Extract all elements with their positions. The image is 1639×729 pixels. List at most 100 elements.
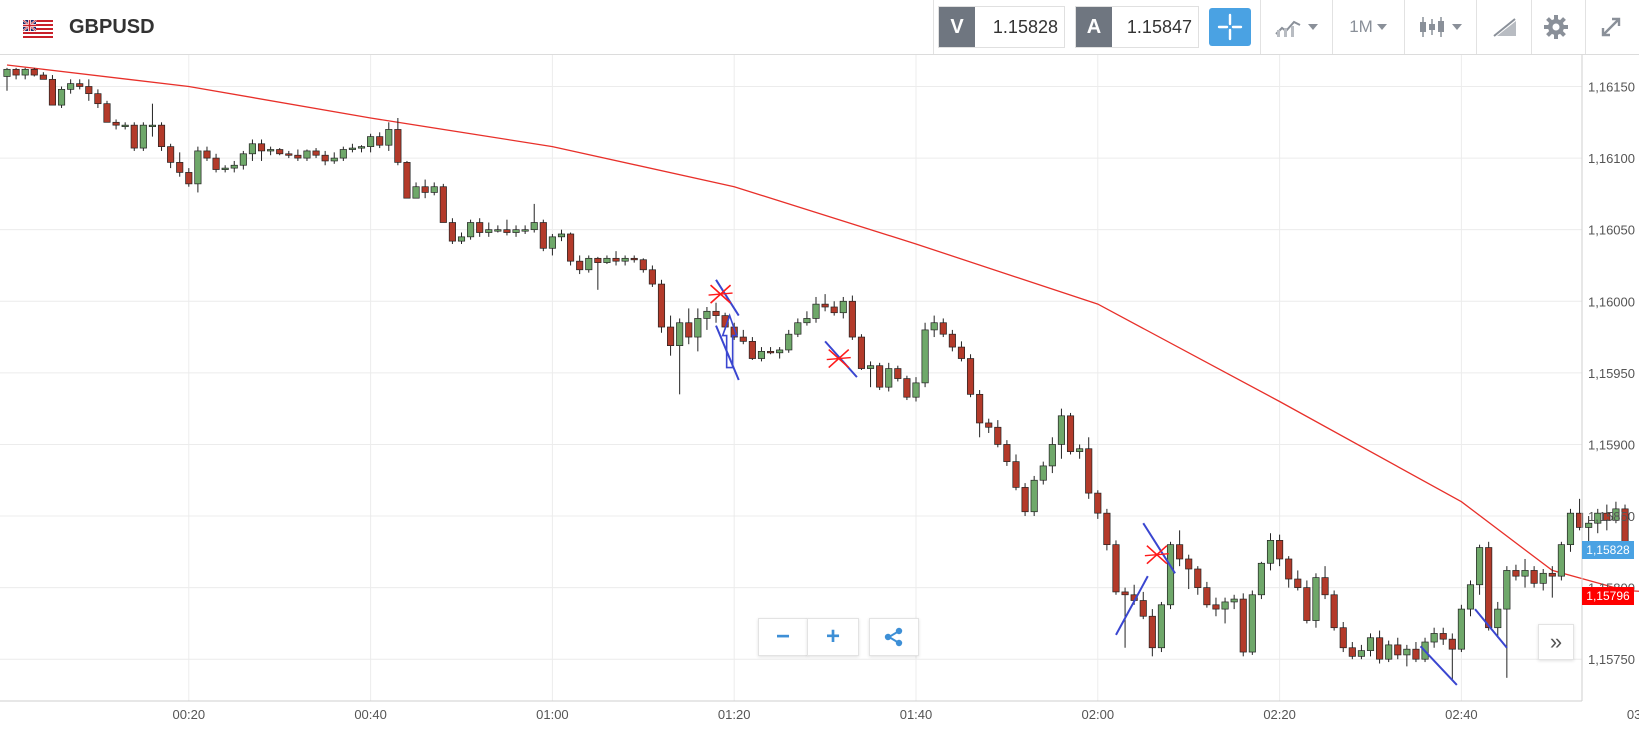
candle (1603, 504, 1611, 531)
candle-body (403, 162, 411, 199)
candle-body (185, 172, 193, 185)
candle (1485, 541, 1493, 631)
candle-body (1294, 578, 1302, 588)
candle (1139, 591, 1147, 620)
candle (48, 75, 57, 106)
candle-body (12, 68, 20, 76)
x-tick-label: 02:20 (1263, 707, 1296, 722)
candle-body (1448, 638, 1456, 650)
candle-body (203, 150, 211, 159)
candle (557, 229, 566, 242)
candle (1003, 440, 1011, 466)
candle-body (330, 157, 338, 162)
candle-body (1230, 598, 1238, 603)
candle (94, 89, 102, 108)
drawing-tools-button[interactable] (1478, 8, 1532, 46)
candle-body (703, 310, 711, 319)
candle (612, 251, 620, 266)
candle-body (1094, 492, 1102, 514)
candle-body (1348, 647, 1356, 657)
candle-body (457, 236, 466, 242)
candle-body (1212, 604, 1220, 610)
candle (939, 318, 947, 338)
buy-quote-button[interactable]: A 1.15847 (1075, 6, 1199, 48)
annotation-x-mark (708, 284, 733, 304)
candle-body (248, 143, 256, 155)
double-chevron-right-icon: » (1549, 629, 1563, 654)
candle (239, 150, 247, 170)
candles-layer (3, 67, 1629, 681)
candle-body (648, 269, 656, 285)
candle-body (1566, 512, 1575, 546)
candle-body (530, 222, 538, 231)
candle-body (1339, 627, 1347, 649)
candle (403, 160, 411, 199)
candle (848, 295, 856, 340)
candle-body (994, 426, 1002, 445)
sell-price-tag: 1,15828 (1582, 541, 1634, 559)
share-button[interactable] (869, 618, 919, 656)
candle-body (567, 233, 575, 262)
plus-icon: + (825, 623, 840, 650)
indicators-button[interactable] (1262, 8, 1330, 46)
candle (1412, 642, 1420, 663)
crosshair-button[interactable] (1209, 8, 1251, 46)
candle-body (603, 257, 611, 263)
candle-body (294, 154, 302, 159)
zoom-out-button[interactable]: − (758, 618, 808, 656)
candle (157, 122, 166, 151)
price-chart[interactable]: 1,157501,158001,158501,159001,159501,160… (0, 55, 1639, 729)
timeframe-selector[interactable]: 1M (1334, 8, 1402, 46)
candle-body (1376, 637, 1384, 660)
candle-body (1239, 598, 1247, 653)
sell-quote-button[interactable]: V 1.15828 (938, 6, 1065, 48)
fullscreen-icon (1601, 17, 1621, 37)
candle-body (485, 229, 493, 233)
annotation-x-mark (826, 348, 851, 369)
toolbar-divider (1332, 0, 1333, 54)
candle-body (748, 341, 756, 359)
candle-body (1257, 562, 1265, 596)
candle (412, 182, 420, 199)
candle-body (1194, 568, 1202, 588)
toolbar-divider (1531, 0, 1532, 54)
settings-button[interactable] (1533, 8, 1579, 46)
candle-body (167, 146, 175, 163)
candle-body (739, 336, 747, 342)
buy-label: A (1076, 7, 1112, 47)
candle-body (1457, 608, 1465, 650)
candle (748, 337, 756, 360)
candle-body (1485, 547, 1493, 629)
candle (1557, 541, 1565, 581)
candle-body (903, 378, 911, 398)
candle (394, 117, 402, 166)
candle-body (1057, 415, 1065, 445)
candle-body (930, 322, 938, 331)
scroll-to-latest-button[interactable]: » (1538, 624, 1574, 660)
candle (1476, 544, 1484, 595)
annotation-x-mark (1144, 545, 1169, 565)
candle-body (1557, 544, 1565, 577)
candle (76, 79, 84, 90)
candle (1194, 566, 1202, 595)
candle (1048, 437, 1056, 474)
candle (367, 133, 375, 153)
candle-body (1612, 508, 1620, 521)
zoom-in-button[interactable]: + (807, 618, 859, 656)
candle (1112, 540, 1120, 595)
candle-body (303, 150, 311, 159)
candle (548, 233, 556, 256)
candle (494, 225, 502, 233)
candle-body (1303, 587, 1311, 621)
candle-body (594, 257, 602, 263)
candle-body (876, 365, 884, 388)
candle-body (694, 318, 702, 338)
chart-type-button[interactable] (1406, 8, 1474, 46)
y-tick-label: 1,16100 (1588, 151, 1635, 166)
candle-body (1266, 540, 1275, 564)
fullscreen-button[interactable] (1587, 8, 1635, 46)
candle-body (103, 103, 111, 123)
candle (1366, 633, 1375, 657)
candle-body (121, 124, 129, 128)
candle-body (412, 186, 420, 199)
